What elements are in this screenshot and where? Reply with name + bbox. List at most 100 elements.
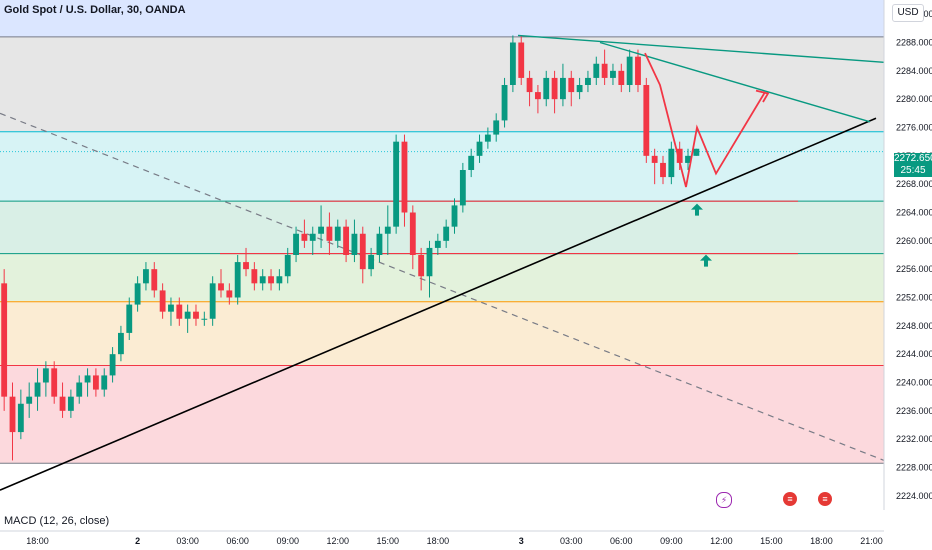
candle-body — [443, 226, 450, 241]
projection-arrowhead — [755, 89, 770, 103]
candle-body — [259, 276, 266, 284]
candle-body — [601, 63, 608, 78]
candle-body — [51, 368, 58, 397]
price-axis — [884, 0, 932, 550]
candle-body — [376, 233, 383, 255]
candle-body — [151, 269, 158, 291]
last-price-tag: 2272.650 25:45 — [894, 153, 932, 177]
candle-body — [676, 148, 683, 163]
candle-body — [560, 77, 566, 100]
candle-body — [326, 226, 333, 241]
x-tick-label: 06:00 — [226, 536, 249, 546]
candle-body — [34, 382, 41, 397]
x-tick-label: 18:00 — [26, 536, 49, 546]
candle-body — [284, 255, 291, 277]
y-tick-label: 2252.000 — [896, 293, 932, 303]
y-tick-label: 2268.000 — [896, 179, 932, 189]
uptrend-line — [0, 117, 877, 491]
candle-body — [193, 311, 199, 319]
candle-body — [92, 375, 99, 390]
x-tick-label: 18:00 — [427, 536, 450, 546]
candle-body — [568, 77, 575, 93]
candle-body — [685, 155, 691, 163]
y-tick-label: 2248.000 — [896, 321, 932, 331]
candle-body — [176, 304, 183, 319]
candle-body — [643, 85, 650, 156]
candle-body — [67, 396, 74, 411]
candle-body — [251, 269, 258, 284]
x-tick-label: 21:00 — [860, 536, 883, 546]
candle-body — [109, 354, 116, 376]
candle-body — [426, 247, 433, 277]
y-tick-label: 2256.000 — [896, 264, 932, 274]
x-tick-label: 12:00 — [326, 536, 349, 546]
candle-body — [493, 120, 500, 135]
candle-body — [551, 77, 558, 100]
candle-body — [218, 283, 224, 291]
candle-body — [668, 148, 675, 178]
macd-indicator-label[interactable]: MACD (12, 26, close) — [4, 515, 110, 527]
lightning-icon[interactable]: ⚡ — [716, 492, 732, 508]
resistance-trendline — [517, 34, 885, 64]
candle-body — [226, 290, 233, 298]
y-tick-label: 2240.000 — [896, 378, 932, 388]
currency-button[interactable]: USD — [892, 4, 924, 22]
candle-body — [543, 77, 550, 100]
candle-body — [368, 255, 375, 270]
last-price: 2272.650 — [894, 153, 932, 164]
candle-body — [451, 205, 458, 227]
x-tick-label: 06:00 — [610, 536, 633, 546]
candle-body — [318, 226, 324, 234]
dashed-trendline — [0, 112, 885, 461]
y-tick-label: 2288.000 — [896, 38, 932, 48]
candle-body — [618, 70, 625, 85]
us-flag-icon[interactable]: ≡ — [818, 492, 832, 506]
candle-body — [334, 226, 341, 241]
candle-body — [309, 233, 316, 241]
x-tick-label: 18:00 — [810, 536, 833, 546]
candle-body — [585, 77, 591, 85]
y-tick-label: 2244.000 — [896, 349, 932, 359]
us-flag-icon[interactable]: ≡ — [783, 492, 797, 506]
candle-body — [401, 141, 408, 213]
x-tick-label: 09:00 — [276, 536, 299, 546]
y-tick-label: 2264.000 — [896, 208, 932, 218]
x-tick-label: 15:00 — [377, 536, 400, 546]
candle-body — [576, 85, 583, 93]
candle-body — [526, 77, 533, 93]
candle-body — [134, 283, 141, 305]
candle-body — [518, 42, 525, 78]
symbol-title[interactable]: Gold Spot / U.S. Dollar, 30, OANDA — [4, 4, 186, 16]
candle-body — [534, 92, 541, 100]
candle-body — [468, 155, 475, 170]
candle-body — [243, 262, 249, 270]
candle-body — [393, 141, 400, 227]
y-tick-label: 2260.000 — [896, 236, 932, 246]
resistance-trendline — [599, 41, 871, 123]
projection-path — [644, 52, 766, 188]
candle-body — [184, 311, 191, 319]
candle-body — [351, 233, 358, 255]
up-arrow-icon — [700, 254, 712, 267]
candle-body — [484, 134, 491, 142]
price-zone — [0, 301, 884, 366]
candle-body — [1, 283, 8, 397]
price-zone — [0, 131, 884, 202]
candle-body — [501, 85, 508, 121]
candle-body — [26, 396, 33, 404]
candle-body — [59, 396, 66, 411]
y-tick-label: 2284.000 — [896, 66, 932, 76]
candle-body — [476, 141, 483, 156]
candle-body — [626, 56, 633, 85]
candle-body — [201, 318, 208, 320]
candle-body — [301, 233, 308, 241]
bar-countdown: 25:45 — [900, 165, 926, 176]
candle-body — [159, 290, 166, 312]
x-tick-label: 12:00 — [710, 536, 733, 546]
candle-body — [384, 226, 391, 234]
candle-body — [409, 212, 416, 255]
y-tick-label: 2280.000 — [896, 94, 932, 104]
candle-body — [276, 276, 283, 284]
